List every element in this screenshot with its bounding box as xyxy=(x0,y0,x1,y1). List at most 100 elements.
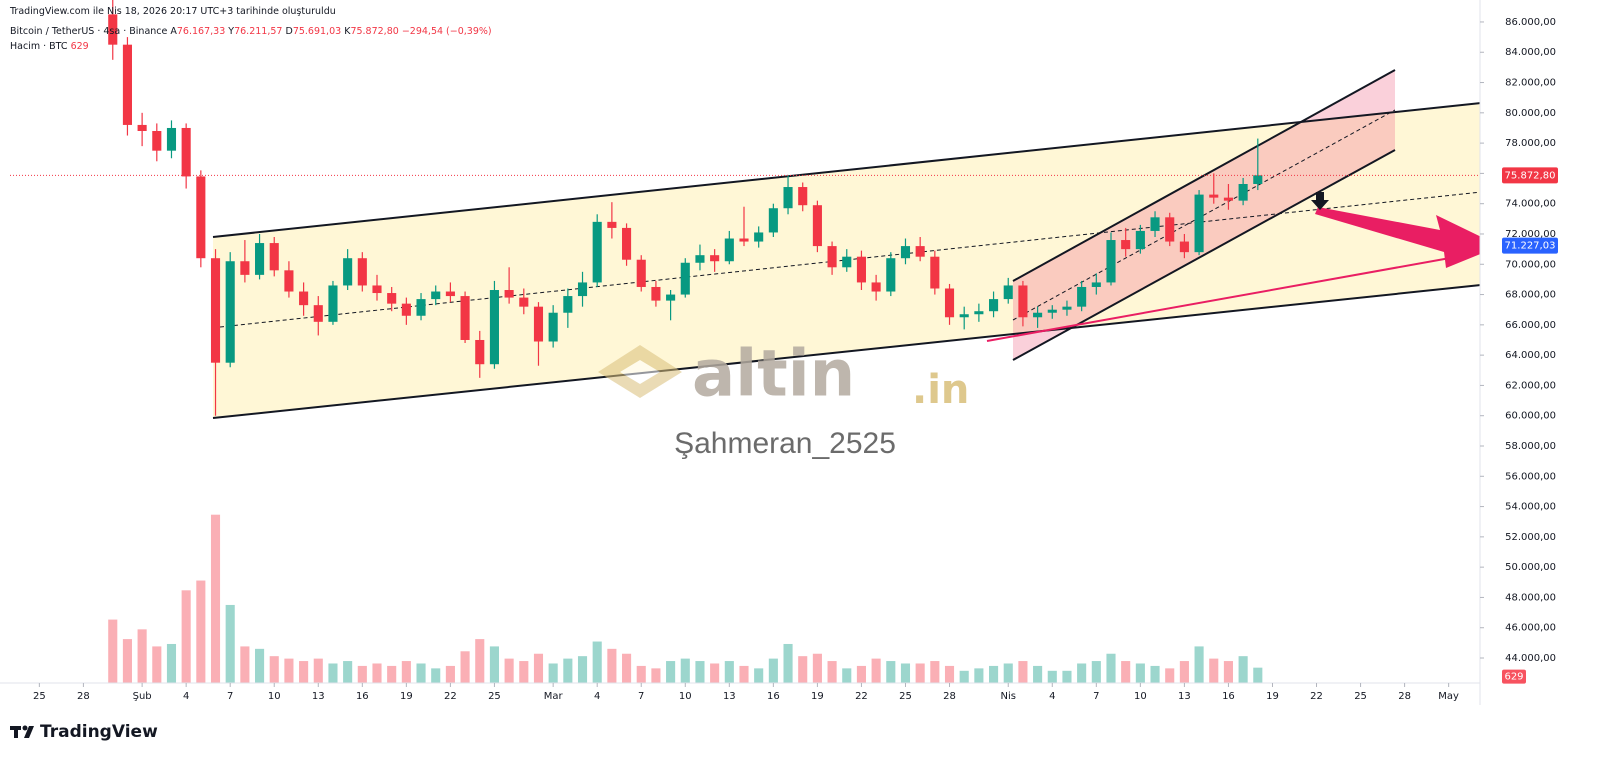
volume-bar xyxy=(989,665,999,683)
ohlc-value: 75.872,80 xyxy=(350,26,399,37)
volume-bar xyxy=(1150,665,1160,683)
candle-body xyxy=(1018,285,1028,318)
y-tick-label: 74.000,00 xyxy=(1505,199,1556,210)
volume-bar xyxy=(1121,661,1131,683)
volume-bar xyxy=(944,665,955,683)
y-tick-label: 60.000,00 xyxy=(1505,411,1556,422)
volume-bar xyxy=(533,653,544,683)
axes: 44.000,00 46.000,00 48.000,00 50.000,00 52.0… xyxy=(0,0,1558,705)
logo-text: TradingView xyxy=(40,722,158,742)
volume-bar xyxy=(519,661,529,683)
candle-body xyxy=(1150,217,1160,231)
candle-body xyxy=(416,299,426,316)
symbol: Bitcoin / TetherUS · 4sa · Binance xyxy=(10,26,168,37)
candle-body xyxy=(1253,175,1263,185)
candle-body xyxy=(372,285,382,294)
volume-bar xyxy=(783,643,793,683)
candle-body xyxy=(387,293,397,304)
y-tick-label: 52.000,00 xyxy=(1505,532,1556,543)
y-tick-label: 44.000,00 xyxy=(1505,653,1556,664)
y-tick-label: 58.000,00 xyxy=(1505,441,1556,452)
x-tick-label: 16 xyxy=(356,691,369,702)
volume-bar xyxy=(1165,668,1175,683)
candle-body xyxy=(1209,194,1219,198)
candle-body xyxy=(622,227,632,260)
candle-body xyxy=(1121,240,1131,250)
volume-bar xyxy=(1194,646,1204,683)
y-tick-label: 72.000,00 xyxy=(1505,229,1556,240)
candle-body xyxy=(739,238,749,242)
candle-body xyxy=(651,286,661,301)
volume-bar xyxy=(1091,661,1101,683)
candle-body xyxy=(563,296,573,313)
x-tick-label: 19 xyxy=(811,691,824,702)
volume-bar xyxy=(328,663,338,683)
y-tick-label: 50.000,00 xyxy=(1505,562,1556,573)
x-tick-label: Şub xyxy=(133,691,152,702)
x-tick-label: 4 xyxy=(1049,691,1055,702)
y-tick-label: 82.000,00 xyxy=(1505,78,1556,89)
volume-bar xyxy=(563,658,573,683)
candle-body xyxy=(299,291,309,306)
candle-body xyxy=(959,314,969,318)
volume-bar xyxy=(622,653,632,683)
x-tick-label: 13 xyxy=(723,691,736,702)
candle-body xyxy=(724,238,734,262)
volume-bar xyxy=(181,590,191,683)
candle-body xyxy=(166,127,177,151)
x-tick-label: 4 xyxy=(594,691,600,702)
volume-bar xyxy=(166,643,177,683)
volume-line: Hacim · BTC 629 xyxy=(10,39,492,54)
volume-bar xyxy=(651,668,661,683)
candle-body xyxy=(1238,184,1248,201)
y-tick-label: 54.000,00 xyxy=(1505,502,1556,513)
last-price-box xyxy=(1502,167,1558,184)
candle-body xyxy=(269,243,279,271)
candle-body xyxy=(313,305,323,322)
drawings xyxy=(212,69,1501,419)
y-tick-label: 84.000,00 xyxy=(1505,47,1556,58)
ohlc-key: D xyxy=(285,26,293,37)
candle-body xyxy=(592,221,602,283)
candle-body xyxy=(1165,217,1175,242)
x-tick-label: 22 xyxy=(444,691,457,702)
volume-bar xyxy=(710,663,720,683)
y-tick-label: 46.000,00 xyxy=(1505,623,1556,634)
volume-bar xyxy=(548,663,558,683)
volume-bar xyxy=(269,656,279,683)
candle-body xyxy=(680,262,690,295)
candle-body xyxy=(489,290,499,365)
volume-bar xyxy=(754,668,764,683)
volume-bar xyxy=(842,668,852,683)
candle-body xyxy=(1106,240,1116,283)
candle-body xyxy=(1062,306,1072,310)
y-tick-label: 68.000,00 xyxy=(1505,290,1556,301)
x-tick-label: 28 xyxy=(943,691,956,702)
volume-bar xyxy=(798,656,808,683)
volume-bar xyxy=(1018,661,1028,683)
down-arrow xyxy=(1311,192,1329,210)
volume-box xyxy=(1502,669,1526,684)
y-tick-label: 62.000,00 xyxy=(1505,380,1556,391)
volume-title: Hacim · BTC xyxy=(10,41,68,52)
x-tick-label: 19 xyxy=(400,691,413,702)
volume-bar xyxy=(445,665,455,683)
volume-bar xyxy=(196,580,206,683)
x-tick-label: 22 xyxy=(1310,691,1323,702)
candle-body xyxy=(827,246,837,268)
candle-body xyxy=(108,14,118,45)
volume-bar xyxy=(284,658,294,683)
candle-body xyxy=(798,187,808,206)
volume-bar xyxy=(739,665,749,683)
volume-bar xyxy=(431,668,441,683)
volume-bar xyxy=(724,661,734,683)
candle-body xyxy=(577,282,588,297)
x-tick-label: 10 xyxy=(679,691,692,702)
candle-body xyxy=(768,208,778,233)
candle-body xyxy=(695,255,705,263)
candle-body xyxy=(856,256,866,283)
volume-bar xyxy=(666,661,676,683)
x-tick-label: 19 xyxy=(1266,691,1279,702)
